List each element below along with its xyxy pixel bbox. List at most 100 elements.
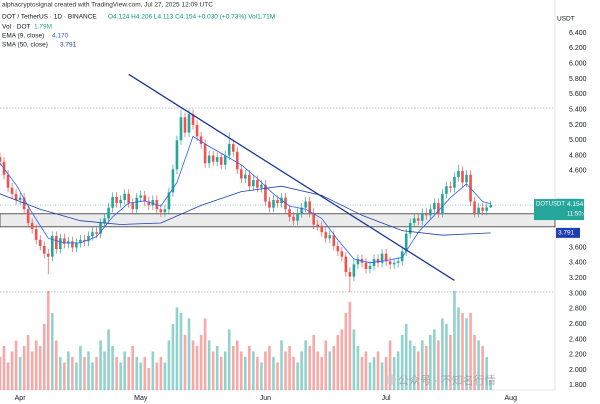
candle-body [63, 238, 66, 244]
candle-body [433, 203, 436, 210]
volume-bar [87, 351, 90, 390]
candle-body [441, 193, 444, 214]
watermark-icon [386, 375, 396, 385]
candle-body [199, 136, 203, 145]
volume-bar [83, 356, 86, 390]
volume-bar [179, 312, 183, 390]
candle-body [344, 256, 348, 273]
y-tick-label: 2.000 [569, 367, 587, 374]
candle-body [26, 209, 30, 223]
candle-body [10, 187, 14, 194]
candle-body [14, 193, 18, 200]
candle-body [300, 207, 303, 214]
volume-bar [147, 367, 151, 390]
countdown: 11:50:40 [567, 212, 591, 218]
support-zone [0, 213, 556, 228]
y-tick-label: 2.400 [569, 336, 587, 343]
volume-bar [199, 334, 203, 390]
candle-body [368, 265, 372, 269]
candle-body [87, 236, 90, 242]
volume-bar [248, 345, 251, 390]
volume-bar [304, 340, 307, 390]
candle-body [235, 151, 239, 170]
volume-bar [135, 356, 139, 390]
volume-bar [42, 323, 46, 390]
volume-bar [111, 345, 114, 390]
candle-body [75, 242, 78, 248]
volume-bar [151, 351, 155, 390]
candle-body [91, 232, 94, 237]
volume-bar [485, 356, 488, 390]
candle-body [111, 196, 114, 208]
candle-body [356, 258, 360, 265]
candle-body [59, 238, 62, 250]
volume-bar [481, 345, 484, 390]
candle-body [288, 209, 291, 217]
volume-bar [215, 345, 219, 390]
volume-bar [131, 345, 135, 390]
trendline [128, 73, 455, 281]
candle-body [461, 170, 464, 183]
y-tick-label: 4.800 [569, 152, 587, 159]
volume-bar [175, 307, 179, 390]
volume-bar [227, 329, 231, 390]
volume-bar [14, 340, 18, 390]
volume-bar [252, 351, 255, 390]
volume-bar [400, 334, 404, 390]
x-tick-label: Jun [260, 395, 271, 402]
candle-body [159, 209, 163, 213]
x-tick-label: May [134, 395, 148, 402]
candle-body [244, 174, 247, 179]
candle-body [79, 239, 82, 243]
volume-bar [75, 362, 78, 390]
watermark: 公众号 · 不知名行情 [398, 373, 496, 387]
candle-body [54, 236, 58, 250]
volume-bar [372, 356, 376, 390]
candle-body [71, 241, 74, 248]
volume-bar [79, 345, 82, 390]
price-tag-label: 3.791 [558, 230, 575, 237]
volume-legend: Vol · DOT [2, 24, 31, 31]
candle-body [352, 264, 356, 277]
volume-bar [155, 362, 159, 390]
volume-bar [348, 301, 352, 390]
volume-bar [364, 351, 368, 390]
y-tick-label: 2.800 [569, 306, 587, 313]
candle-body [127, 193, 131, 204]
candle-body [203, 144, 207, 164]
candle-body [489, 205, 492, 208]
volume-bar [203, 318, 207, 390]
volume-bar [195, 345, 199, 390]
candle-body [171, 169, 175, 193]
candle-body [83, 239, 86, 242]
indicator-line [0, 185, 491, 236]
volume-bar [332, 345, 336, 390]
volume-bar [22, 345, 26, 390]
candle-body [312, 213, 316, 225]
candle-body [424, 213, 428, 216]
y-tick-label: 5.600 [569, 91, 587, 98]
candle-body [348, 272, 352, 277]
candle-body [223, 155, 227, 165]
candle-body [248, 174, 251, 187]
volume-bar [139, 362, 143, 390]
quote: O4.124 H4.206 L4.113 C4.154 +0.030 (+0.7… [108, 14, 275, 21]
candle-body [260, 184, 263, 188]
candle-body [416, 218, 420, 221]
volume-bar [26, 334, 30, 390]
candle-body [0, 157, 2, 162]
volume-bar [433, 329, 436, 390]
last-price-label: 4.154 [567, 201, 584, 208]
candle-body [473, 201, 476, 214]
volume-bar [91, 362, 94, 390]
volume-bar [380, 362, 384, 390]
volume-bar [211, 351, 215, 390]
volume-bar [336, 334, 340, 390]
y-tick-label: 6.000 [569, 60, 587, 67]
candle-body [239, 169, 243, 179]
volume-bar [388, 340, 392, 390]
volume-bar [171, 323, 175, 390]
volume-bar [420, 340, 424, 390]
candle-body [376, 258, 380, 263]
